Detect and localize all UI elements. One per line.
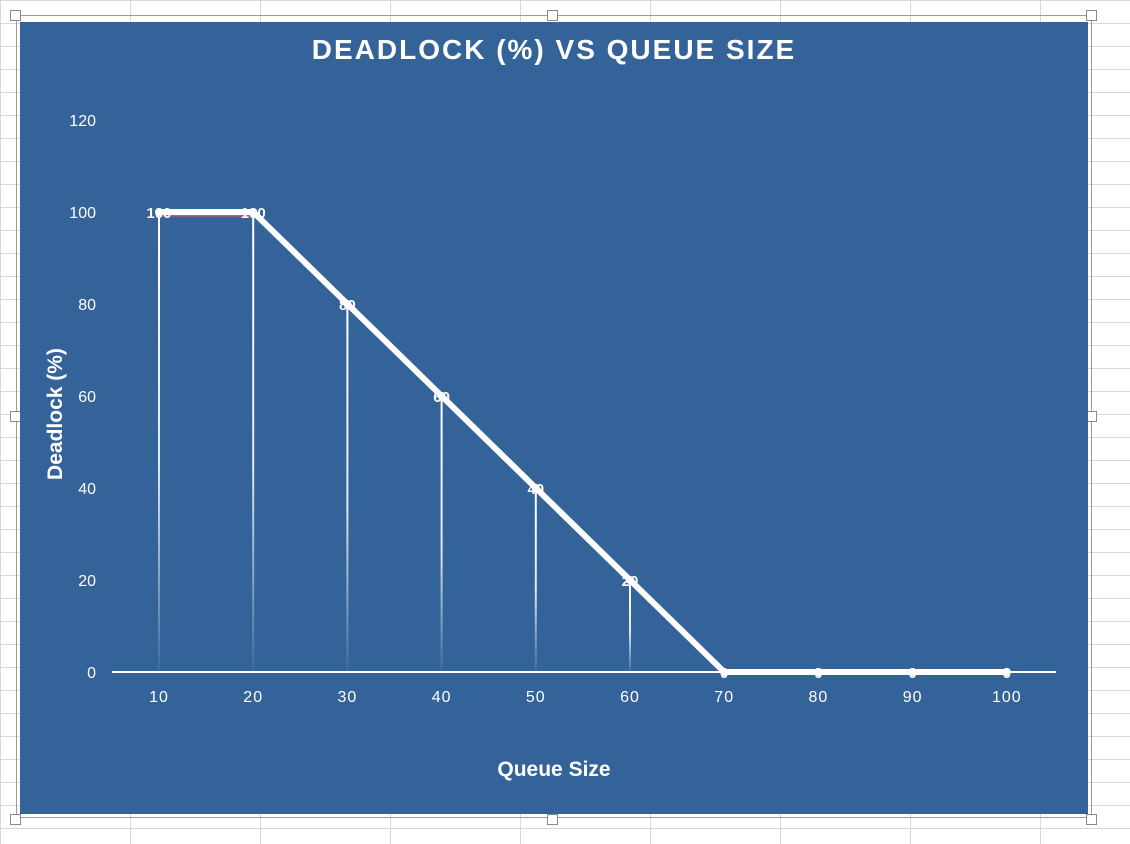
drop-line [440,396,443,672]
data-label: 0 [814,665,822,682]
data-label: 0 [908,665,916,682]
x-tick-label: 70 [714,689,734,706]
data-label: 0 [1003,665,1011,682]
x-axis-label: Queue Size [497,758,611,781]
data-label: 20 [622,573,639,590]
data-point [814,668,823,676]
y-tick-label: 20 [78,573,96,590]
resize-handle-top-center[interactable] [547,10,558,21]
data-label: 40 [527,481,544,498]
data-point [155,208,163,216]
data-label: 100 [241,205,266,222]
data-label: 60 [433,389,450,406]
chart-area[interactable]: DEADLOCK (%) VS QUEUE SIZE Deadlock (%) … [20,22,1088,814]
y-tick-label: 80 [78,297,96,314]
y-tick-label: 60 [78,389,96,406]
drop-line [629,580,631,672]
data-point [343,300,352,308]
data-point [908,668,917,676]
data-point [1002,668,1011,676]
drop-line [158,212,160,672]
drop-line [346,304,349,672]
y-tick-label: 40 [78,481,96,498]
x-tick-label: 20 [243,689,263,706]
data-label: 100 [146,205,171,222]
x-tick-label: 60 [620,689,640,706]
series-line [156,209,1010,675]
x-tick-label: 10 [149,689,169,706]
x-tick-label: 100 [992,689,1022,706]
data-label: 80 [339,297,356,314]
drop-line [534,488,537,672]
data-point [626,576,634,584]
data-point [437,392,446,400]
plot-area: 0 20 40 60 80 100 120 10 20 30 40 50 60 70 80 90 100 100 1… [69,113,1056,706]
x-tick-label: 40 [432,689,452,706]
y-tick-label: 100 [69,205,96,222]
y-tick-label: 120 [69,113,96,130]
resize-handle-bottom-center[interactable] [547,814,558,825]
resize-handle-bottom-left[interactable] [10,814,21,825]
x-tick-label: 80 [809,689,829,706]
x-tick-label: 50 [526,689,546,706]
chart-title: DEADLOCK (%) VS QUEUE SIZE [311,34,797,65]
y-tick-label: 0 [87,665,96,682]
x-tick-label: 30 [338,689,358,706]
data-point [249,208,258,216]
drop-line [252,212,255,672]
data-label: 0 [720,665,728,682]
x-tick-label: 90 [903,689,923,706]
data-point [531,484,540,492]
data-point [720,668,729,676]
resize-handle-top-left[interactable] [10,10,21,21]
resize-handle-top-right[interactable] [1086,10,1097,21]
resize-handle-bottom-right[interactable] [1086,814,1097,825]
